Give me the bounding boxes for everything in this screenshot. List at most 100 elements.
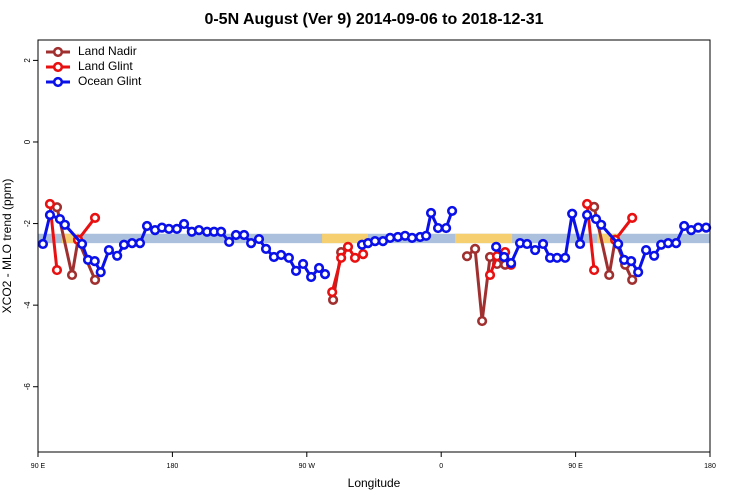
- data-point: [626, 255, 637, 267]
- band-highlight: [322, 233, 369, 244]
- data-point: [441, 222, 452, 234]
- y-axis-label: XCO2 - MLO trend (ppm): [0, 179, 14, 314]
- data-point: [260, 243, 272, 254]
- legend-label: Land Glint: [78, 59, 133, 73]
- y-tick-label: -2: [23, 219, 32, 227]
- data-point: [306, 271, 317, 283]
- data-point: [484, 269, 496, 281]
- data-point: [627, 212, 638, 223]
- data-point: [627, 274, 638, 285]
- data-point: [693, 222, 704, 233]
- band-highlight: [455, 233, 513, 244]
- plot-frame: [37, 39, 711, 453]
- data-point: [215, 226, 227, 237]
- data-point: [640, 244, 652, 256]
- data-point: [385, 232, 396, 243]
- legend-marker: [52, 76, 64, 88]
- data-point: [505, 258, 517, 269]
- data-point: [567, 208, 578, 219]
- data-point: [327, 294, 339, 305]
- data-point: [89, 255, 100, 267]
- data-point: [530, 244, 541, 256]
- legend-label: Land Nadir: [78, 44, 137, 58]
- y-tick-label: -4: [23, 301, 32, 309]
- data-point: [313, 262, 325, 274]
- data-point: [103, 244, 115, 256]
- data-point: [290, 265, 302, 276]
- data-point: [336, 252, 347, 263]
- data-point: [283, 252, 294, 263]
- data-point: [134, 238, 146, 249]
- x-tick-label: 180: [704, 463, 716, 470]
- data-point: [66, 269, 78, 281]
- data-point: [95, 267, 106, 278]
- data-point: [425, 207, 437, 219]
- data-point: [253, 233, 265, 245]
- data-point: [477, 315, 488, 327]
- x-tick-label: 180: [167, 463, 179, 470]
- band-highlight: [61, 233, 79, 244]
- legend-label: Ocean Glint: [78, 74, 142, 88]
- data-point: [521, 238, 533, 250]
- data-point: [141, 220, 153, 232]
- data-point: [633, 267, 644, 278]
- legend-marker: [52, 61, 64, 73]
- data-point: [560, 252, 571, 263]
- data-point: [369, 236, 381, 247]
- data-point: [276, 249, 287, 261]
- data-point: [224, 236, 235, 248]
- data-point: [574, 238, 586, 250]
- data-point: [701, 222, 712, 233]
- data-point: [51, 264, 63, 276]
- y-tick-label: 0: [23, 139, 32, 144]
- data-point: [537, 238, 549, 250]
- data-point: [118, 239, 130, 250]
- data-point: [663, 238, 674, 249]
- data-point: [469, 243, 481, 254]
- data-point: [171, 223, 182, 234]
- data-point: [76, 238, 88, 250]
- data-point: [589, 264, 600, 276]
- data-point: [89, 212, 101, 223]
- data-point: [551, 252, 563, 263]
- data-point: [613, 238, 624, 250]
- data-point: [89, 274, 101, 285]
- data-point: [44, 198, 56, 210]
- data-point: [498, 251, 510, 263]
- data-point: [230, 229, 242, 241]
- data-point: [59, 219, 70, 230]
- data-point: [596, 219, 607, 230]
- data-point: [447, 205, 458, 217]
- legend-marker: [52, 46, 64, 58]
- data-point: [461, 251, 473, 262]
- data-point: [163, 223, 175, 234]
- data-point: [342, 241, 354, 252]
- data-point: [649, 250, 660, 261]
- chart-title: 0-5N August (Ver 9) 2014-09-06 to 2018-1…: [204, 11, 543, 28]
- y-tick-label: 2: [23, 58, 32, 63]
- x-tick-label: 90 E: [568, 463, 583, 470]
- data-point: [327, 286, 338, 298]
- data-point: [238, 229, 250, 241]
- x-axis-label: Longitude: [348, 476, 401, 490]
- data-point: [44, 209, 56, 221]
- data-point: [297, 258, 309, 270]
- data-point: [581, 209, 593, 221]
- data-point: [671, 238, 682, 249]
- x-tick-label: 0: [439, 463, 443, 470]
- data-point: [126, 238, 138, 249]
- y-tick-label: -6: [23, 383, 32, 391]
- data-point: [421, 230, 432, 241]
- data-point: [349, 252, 361, 263]
- data-point: [37, 238, 49, 250]
- x-tick-label: 90 W: [299, 463, 316, 470]
- data-point: [245, 238, 257, 249]
- data-point: [581, 198, 593, 210]
- data-point: [406, 232, 418, 243]
- data-point: [491, 241, 502, 252]
- data-point: [432, 222, 444, 234]
- data-point: [193, 224, 205, 236]
- data-point: [604, 269, 615, 281]
- data-point: [112, 250, 123, 261]
